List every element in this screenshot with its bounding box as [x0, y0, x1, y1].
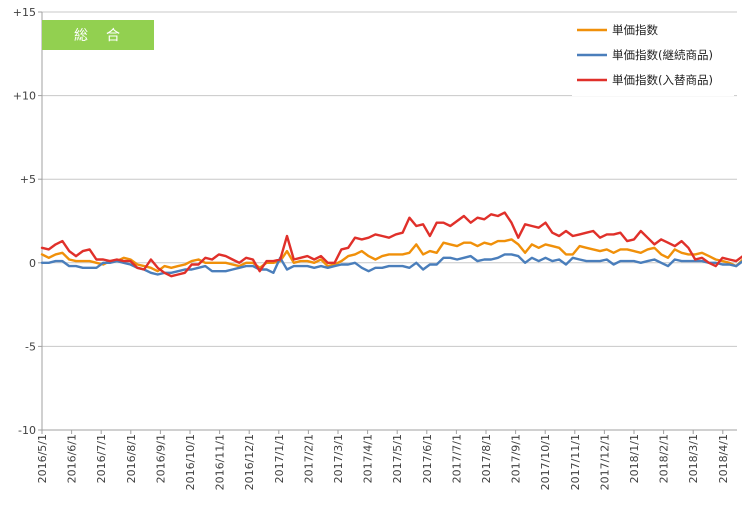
chart-badge: 総 合: [42, 20, 154, 50]
x-tick-label: 2017/5/1: [391, 434, 404, 483]
x-tick-label: 2018/2/1: [658, 434, 671, 483]
legend-label: 単価指数(入替商品): [612, 73, 713, 87]
x-tick-label: 2016/5/1: [36, 434, 49, 483]
y-tick-label: -10: [18, 424, 36, 437]
y-tick-labels: +15 +10 +5 0 -5 -10: [13, 6, 36, 437]
x-tick-label: 2016/6/1: [66, 434, 79, 483]
axes: [38, 11, 737, 434]
x-tick-label: 2017/1/1: [273, 434, 286, 483]
badge-label: 総 合: [74, 28, 122, 44]
x-tick-label: 2017/9/1: [510, 434, 523, 483]
x-tick-label: 2017/10/1: [539, 434, 552, 490]
y-tick-label: +5: [20, 173, 36, 186]
series-lines: [40, 211, 742, 278]
x-tick-label: 2018/4/1: [717, 434, 730, 483]
y-tick-label: +15: [13, 6, 36, 19]
series-line-3: [40, 211, 742, 278]
x-tick-label: 2017/12/1: [598, 434, 611, 490]
x-tick-label: 2017/11/1: [569, 434, 582, 490]
series-line-1: [40, 238, 742, 273]
x-tick-label: 2017/4/1: [362, 434, 375, 483]
y-tick-label: 0: [29, 257, 36, 270]
y-tick-label: -5: [25, 340, 36, 353]
y-tick-label: +10: [13, 90, 36, 103]
x-tick-label: 2016/9/1: [154, 434, 167, 483]
x-tick-label: 2017/2/1: [302, 434, 315, 483]
series-line-2: [40, 253, 742, 276]
x-tick-label: 2016/10/1: [184, 434, 197, 490]
x-tick-label: 2016/12/1: [243, 434, 256, 490]
x-tick-label: 2018/1/1: [628, 434, 641, 483]
x-tick-label: 2016/7/1: [95, 434, 108, 483]
legend-label: 単価指数(継続商品): [612, 48, 713, 62]
x-tick-label: 2017/7/1: [450, 434, 463, 483]
x-tick-labels: 2016/5/1 2016/6/1 2016/7/1 2016/8/1 2016/9/1…: [36, 434, 730, 490]
x-tick-label: 2016/11/1: [214, 434, 227, 490]
x-tick-label: 2017/6/1: [421, 434, 434, 483]
legend-label: 単価指数: [612, 23, 658, 37]
x-tick-label: 2018/3/1: [687, 434, 700, 483]
x-tick-label: 2017/8/1: [480, 434, 493, 483]
x-tick-label: 2016/8/1: [125, 434, 138, 483]
x-tick-label: 2017/3/1: [332, 434, 345, 483]
